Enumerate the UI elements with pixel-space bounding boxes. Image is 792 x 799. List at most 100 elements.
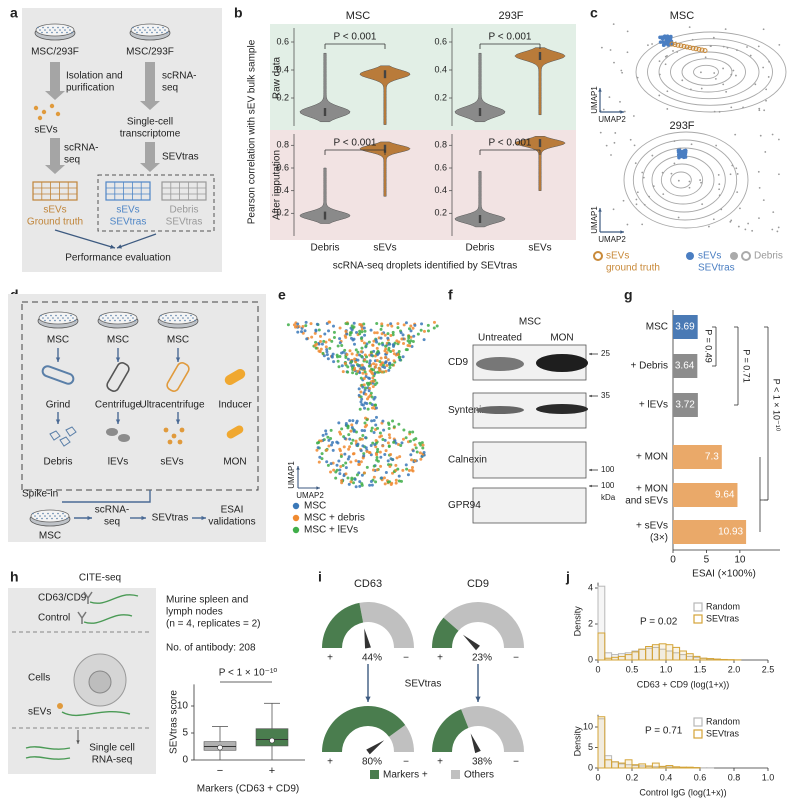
violin	[299, 167, 351, 224]
umap-point	[363, 401, 367, 405]
label: Density	[572, 606, 582, 637]
label: CD63/CD9	[38, 593, 87, 604]
cell-dot	[44, 29, 46, 31]
umap-point	[658, 73, 661, 76]
umap-point	[690, 45, 696, 51]
umap-point	[340, 364, 344, 368]
label: SEVtras	[162, 152, 199, 163]
umap-point	[747, 222, 750, 225]
y-tick-label: 10	[583, 721, 593, 731]
umap-point	[354, 421, 358, 425]
umap-point	[386, 358, 390, 362]
umap-point	[432, 320, 436, 324]
y-tick-label: + sEVs	[636, 521, 668, 532]
umap-point	[362, 322, 366, 326]
umap-point	[378, 431, 382, 435]
cell-dot	[152, 26, 154, 29]
histogram-bar	[638, 763, 647, 769]
umap-point	[354, 485, 358, 489]
umap-point	[648, 195, 650, 198]
umap-point	[386, 441, 390, 445]
umap-point	[408, 341, 412, 345]
umap-point	[349, 336, 353, 340]
arrow-head	[55, 357, 61, 362]
umap-point	[319, 439, 323, 443]
label: CITE-seq	[79, 573, 121, 584]
umap-point	[370, 353, 374, 357]
umap-point	[391, 349, 395, 353]
umap-point	[381, 437, 385, 441]
umap-point	[406, 344, 410, 348]
label: Debris	[754, 251, 783, 262]
value-label: 23%	[472, 653, 492, 664]
umap-point	[407, 469, 411, 473]
cell-dot	[47, 317, 49, 319]
umap-point	[300, 330, 304, 334]
umap-point	[643, 203, 646, 206]
histogram-bar	[672, 646, 681, 661]
umap-point	[358, 484, 362, 488]
umap-point	[349, 460, 353, 464]
umap-point	[374, 480, 378, 484]
umap-point	[372, 419, 376, 423]
legend-icon	[686, 252, 694, 260]
label: No. of antibody: 208	[166, 643, 256, 654]
cell-dot	[147, 26, 149, 29]
umap-point	[341, 370, 345, 374]
legend-icon	[741, 251, 751, 261]
umap-point	[382, 476, 386, 480]
umap-point	[365, 418, 369, 422]
y-tick-label: 2	[588, 618, 593, 628]
umap-point	[352, 321, 356, 325]
violin-median	[383, 70, 387, 79]
umap-point	[633, 144, 636, 147]
label: UMAP1	[590, 86, 599, 114]
bar	[673, 445, 722, 469]
umap-point	[712, 36, 715, 39]
umap-point	[348, 445, 352, 449]
label: RNA-seq	[92, 755, 133, 766]
label: Murine spleen and	[166, 595, 248, 606]
umap-point	[342, 474, 346, 478]
umap-point	[361, 433, 365, 437]
umap-point	[362, 377, 366, 381]
histogram-bar	[699, 657, 708, 661]
umap-point	[360, 354, 364, 358]
umap-point	[384, 369, 388, 373]
umap-point	[673, 162, 676, 165]
umap-point	[407, 327, 411, 331]
cell-dot	[182, 317, 184, 319]
annotation: P = 0.02	[640, 617, 678, 628]
histogram-bar	[651, 762, 660, 769]
cell-dot	[160, 314, 162, 317]
sev-dot	[57, 703, 63, 709]
sev-dot	[41, 109, 47, 115]
umap-point	[330, 443, 334, 447]
umap-point	[718, 188, 721, 191]
umap-point	[621, 71, 624, 74]
umap-point	[399, 444, 403, 448]
gauge-value	[432, 617, 459, 648]
cell-dot	[156, 31, 158, 34]
umap-point	[412, 334, 416, 338]
umap-point	[735, 167, 738, 170]
cell-dot	[64, 319, 66, 322]
umap-point	[360, 346, 364, 350]
umap-point	[714, 77, 717, 80]
umap-point	[725, 90, 728, 93]
umap-point	[413, 443, 417, 447]
contour	[693, 64, 719, 80]
cell-dot	[49, 319, 51, 322]
histogram-bar	[679, 766, 687, 769]
legend-swatch	[693, 729, 703, 739]
histogram-bar	[665, 644, 674, 661]
umap-point	[632, 115, 635, 117]
umap-point	[349, 480, 353, 484]
x-tick-label: 0.4	[660, 772, 673, 782]
umap-point	[360, 397, 364, 401]
x-tick-label: −	[217, 765, 223, 777]
label: SEVtras	[405, 679, 442, 690]
umap-point	[386, 459, 390, 463]
umap-point	[681, 43, 687, 49]
label: sEVs	[160, 457, 183, 468]
